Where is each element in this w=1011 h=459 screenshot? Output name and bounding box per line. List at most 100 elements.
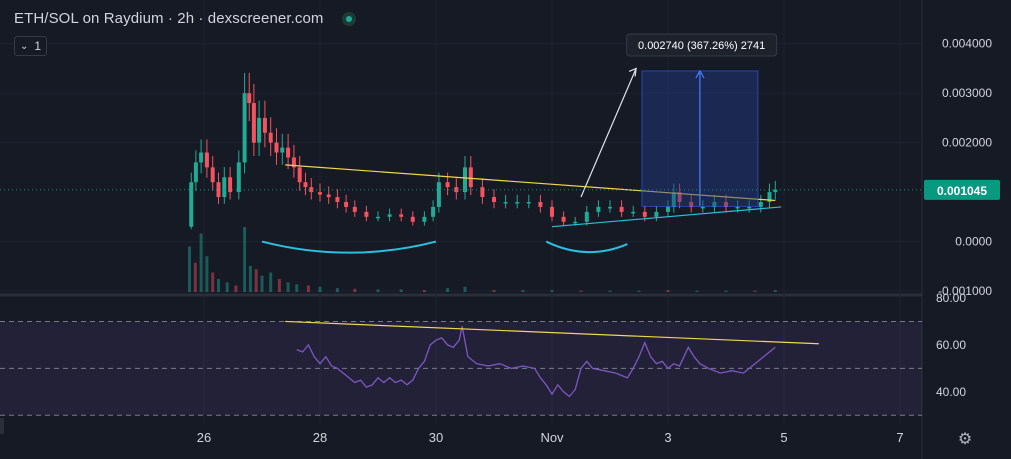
candle-body (387, 214, 392, 217)
rsi-tick-label: 80.00 (936, 291, 966, 305)
volume-bar (753, 290, 757, 292)
current-price-label: 0.001045 (937, 184, 987, 198)
time-axis-label: Nov (540, 430, 564, 445)
candle-body (573, 221, 578, 224)
candle-body (671, 192, 676, 207)
candle-body (247, 93, 252, 104)
candle-body (216, 182, 221, 198)
candle-body (666, 206, 670, 212)
volume-bar (376, 289, 380, 292)
candle-body (251, 103, 256, 143)
candle-body (747, 206, 752, 209)
volume-bar (260, 275, 264, 292)
legend-collapse-button[interactable]: ⌄ 1 (14, 36, 48, 56)
volume-bar (199, 233, 203, 292)
candle-body (189, 182, 194, 227)
chart-title: ETH/SOL on Raydium · 2h · dexscreener.co… (14, 10, 324, 27)
candle-body (712, 201, 717, 207)
rsi-line[interactable] (296, 326, 776, 398)
candle-body (515, 201, 520, 204)
candle-body (286, 147, 291, 158)
measure-label: 0.002740 (367.26%) 2741 (638, 40, 765, 52)
time-axis-label: 7 (896, 430, 903, 445)
candle-body (210, 167, 215, 183)
cup-arc-2[interactable] (545, 240, 628, 254)
cup-arc-1[interactable] (261, 240, 437, 254)
volume-bar (492, 290, 496, 292)
candle-body (344, 201, 349, 207)
candle-body (431, 206, 436, 217)
candle-body (767, 192, 772, 202)
candle-body (204, 152, 209, 168)
candle-body (193, 162, 198, 183)
volume-bar (254, 269, 258, 292)
candle-body (410, 216, 415, 222)
volume-bar (217, 279, 220, 292)
candle-body (303, 182, 308, 188)
rsi-trendline[interactable] (285, 320, 819, 345)
candle-body (538, 201, 543, 207)
candle-body (318, 192, 322, 195)
measure-arrowhead (695, 69, 705, 79)
settings-gear-icon[interactable]: ⚙ (957, 431, 973, 448)
candle-body (364, 211, 369, 217)
candle-body (463, 167, 467, 193)
volume-bar (724, 290, 728, 292)
descending-trendline[interactable] (285, 164, 776, 202)
candle-body (222, 177, 227, 198)
candle-body (445, 182, 450, 188)
volume-bar (666, 290, 670, 292)
candle-body (526, 201, 531, 204)
live-status-icon (341, 11, 356, 26)
volume-bar (211, 272, 215, 292)
time-axis-label: 28 (313, 430, 327, 445)
volume-bar (269, 272, 273, 292)
candle-body (689, 201, 694, 207)
candle-body (199, 152, 204, 163)
candle-body (758, 201, 763, 207)
volume-bar (193, 262, 197, 292)
volume-bar (306, 285, 310, 292)
time-axis-label: 30 (429, 430, 443, 445)
candle-body (242, 93, 247, 163)
candle-body (268, 132, 273, 143)
volume-bar (446, 288, 450, 292)
volume-bar (286, 282, 290, 292)
candle-body (422, 216, 427, 222)
time-axis-label: 5 (780, 430, 787, 445)
chart-header: ETH/SOL on Raydium · 2h · dexscreener.co… (14, 10, 356, 27)
support-line[interactable] (551, 206, 782, 228)
volume-bar (695, 290, 699, 292)
candle-body (550, 206, 554, 217)
volume-bar (318, 286, 322, 292)
candle-body (724, 201, 728, 207)
candle-body (480, 187, 485, 198)
volume-bar (205, 256, 209, 292)
candle-body (257, 117, 262, 143)
chevron-down-icon: ⌄ (20, 40, 29, 52)
time-axis-label: 26 (197, 430, 211, 445)
projection-arrow[interactable] (580, 68, 637, 198)
candle-body (608, 206, 612, 209)
volume-bar (550, 290, 554, 292)
candle-body (376, 216, 380, 219)
candle-body (492, 197, 496, 202)
indicator-count: 1 (34, 39, 42, 53)
candle-body (654, 211, 659, 217)
volume-bar (463, 286, 467, 292)
candle-body (326, 194, 331, 198)
candle-body (297, 167, 302, 183)
volume-bar (243, 227, 247, 292)
volume-bar (521, 290, 525, 292)
rsi-tick-label: 40.00 (936, 385, 966, 399)
candle-body (584, 211, 589, 222)
candle-body (631, 211, 636, 214)
candle-body (503, 201, 508, 204)
pane-scroll-handle[interactable] (0, 418, 4, 434)
candle-body (677, 192, 682, 202)
price-tick-label: 0.0000 (955, 235, 992, 249)
candle-body (619, 206, 624, 212)
volume-bar (234, 285, 238, 292)
